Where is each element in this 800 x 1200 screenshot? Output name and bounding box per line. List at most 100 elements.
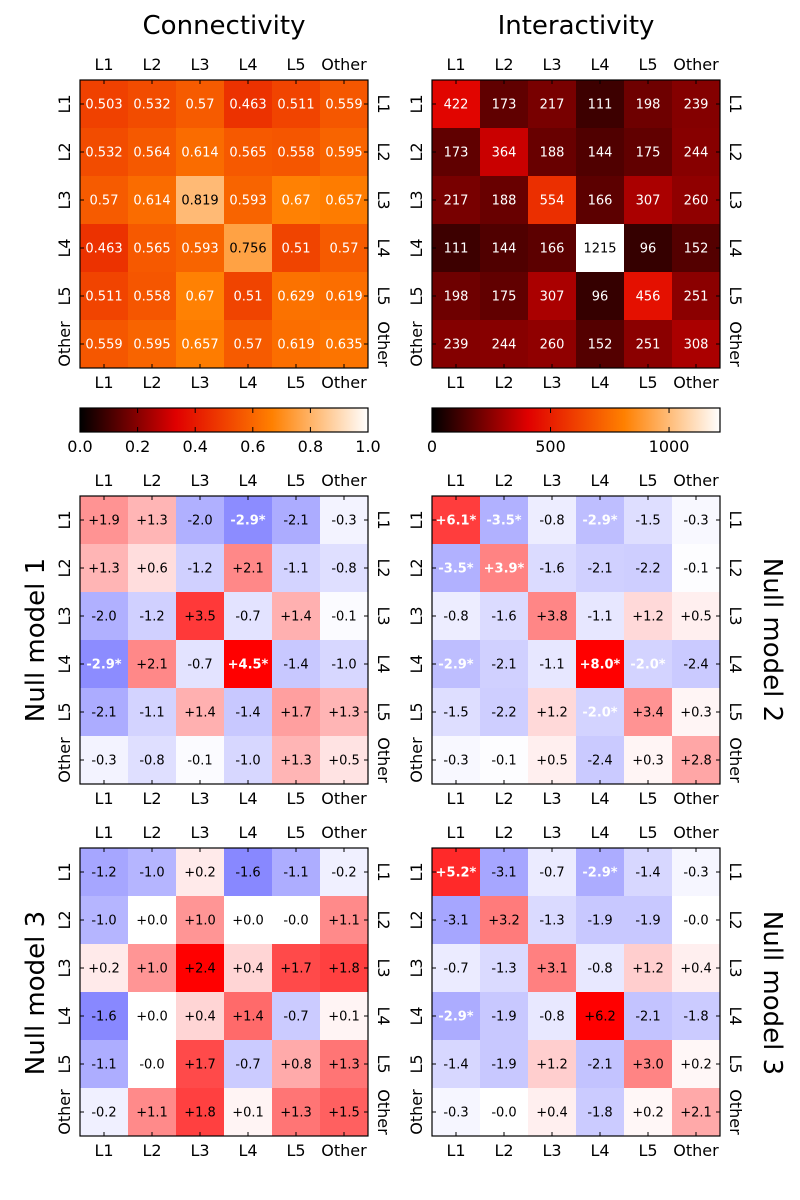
y-tick-label-left: L2 [407,142,426,161]
heatmap-cell-r4-c4 [624,688,673,737]
heatmap-cell-r4-c1 [480,272,529,321]
cell-value-label: 111 [444,242,469,257]
cell-value-label: 0.503 [85,98,122,113]
y-tick-label-right: L2 [374,558,393,577]
cell-value-label: 0.57 [90,194,119,209]
cell-value-label: 0.629 [277,290,314,305]
x-tick-label-bottom: L2 [494,373,513,392]
heatmap-cell-r2-c2 [176,592,225,641]
y-tick-label-right: L3 [374,606,393,625]
cell-value-label: 1215 [583,242,616,257]
heatmap-cell-r3-c5 [320,640,369,689]
cell-value-label: -1.1 [587,610,612,625]
heatmap-cell-r5-c3 [224,736,273,785]
cell-value-label: -2.9* [438,1010,473,1025]
heatmap-cell-r2-c5 [320,176,369,225]
y-tick-label-right: L1 [374,862,393,881]
cell-value-label: 173 [492,98,517,113]
cell-value-label: 217 [444,194,469,209]
y-tick-label-left: L4 [55,654,74,673]
y-tick-label-right: L4 [726,1006,745,1025]
y-tick-label-left: L5 [55,1054,74,1073]
y-tick-label-right: Other [374,1089,393,1135]
y-tick-label-left: L2 [55,558,74,577]
cell-value-label: 0.511 [277,98,314,113]
x-tick-label-top: L1 [446,823,465,842]
cell-value-label: +1.7 [280,706,312,721]
heatmap-cell-r2-c4 [624,944,673,993]
heatmap-cell-r4-c4 [272,688,321,737]
x-tick-label-top: L4 [590,823,609,842]
heatmap-cell-r0-c1 [128,80,177,129]
cell-value-label: 0.595 [133,338,170,353]
cell-value-label: -0.7 [235,610,260,625]
y-tick-label-left: L1 [407,94,426,113]
cell-value-label: +1.3 [280,1106,312,1121]
heatmap-cell-r1-c3 [576,544,625,593]
cell-value-label: 0.565 [133,242,170,257]
colorbar-tick-label: 0.2 [125,437,150,456]
heatmap-cell-r4-c1 [480,1040,529,1089]
cell-value-label: -0.7 [283,1010,308,1025]
x-tick-label-top: L3 [542,471,561,490]
heatmap-cell-r5-c2 [176,320,225,369]
x-tick-label-bottom: L2 [494,1141,513,1160]
heatmap-cell-r1-c2 [176,544,225,593]
cell-value-label: -1.0 [139,866,164,881]
heatmap-cell-r2-c3 [576,944,625,993]
cell-value-label: -0.1 [683,562,708,577]
x-tick-label-top: L2 [142,55,161,74]
cell-value-label: -2.1 [587,562,612,577]
heatmap-null-model-2-interactivity: +6.1* -3.5* -0.8 -2.9* -1.5 -0.3 -3.5* +3.9* -1.… [407,471,745,808]
cell-value-label: +2.8 [680,754,712,769]
heatmap-cell-r5-c0 [432,320,481,369]
cell-value-label: -2.1 [587,1058,612,1073]
cell-value-label: -0.2 [91,1106,116,1121]
heatmap-cell-r2-c4 [272,176,321,225]
heatmap-cell-r2-c1 [480,592,529,641]
heatmap-cell-r5-c4 [624,320,673,369]
y-tick-label-right: Other [726,321,745,367]
cell-value-label: -2.0* [630,658,665,673]
heatmap-cell-r4-c5 [320,272,369,321]
colorbar-tick-label: 0.4 [182,437,207,456]
cell-value-label: -0.8 [331,562,356,577]
cell-value-label: +0.5 [680,610,712,625]
heatmap-cell-r1-c1 [480,128,529,177]
cell-value-label: +0.2 [632,1106,664,1121]
heatmap-cell-r4-c0 [80,272,129,321]
heatmap-cell-r1-c2 [176,128,225,177]
colorbar-tick-label: 0.8 [298,437,323,456]
heatmap-cell-r0-c1 [128,848,177,897]
cell-value-label: -1.5 [635,514,660,529]
heatmap-cell-r4-c5 [672,688,721,737]
heatmap-cell-r3-c1 [480,224,529,273]
heatmap-cell-r5-c2 [528,320,577,369]
cell-value-label: +0.3 [632,754,664,769]
cell-value-label: +3.4 [632,706,664,721]
cell-value-label: +0.4 [536,1106,568,1121]
cell-value-label: +1.3 [328,1058,360,1073]
x-tick-label-top: L1 [94,55,113,74]
x-tick-label-top: L5 [638,823,657,842]
cell-value-label: 0.559 [325,98,362,113]
y-tick-label-right: L3 [374,958,393,977]
cell-value-label: +3.8 [536,610,568,625]
cell-value-label: 260 [540,338,565,353]
y-tick-label-right: L3 [374,190,393,209]
heatmap-cell-r1-c0 [432,896,481,945]
colorbar-tick-label: 1000 [649,437,690,456]
x-tick-label-bottom: L1 [446,789,465,808]
cell-value-label: +1.3 [136,514,168,529]
colorbar-connectivity: 0.0 0.2 0.4 0.6 0.8 1.0 [67,407,381,456]
x-tick-label-bottom: Other [321,789,367,808]
x-tick-label-top: L4 [238,471,257,490]
cell-value-label: 251 [684,290,709,305]
cell-value-label: -2.9* [582,514,617,529]
y-tick-label-right: L1 [726,510,745,529]
cell-value-label: 152 [588,338,613,353]
cell-value-label: +1.2 [632,610,664,625]
cell-value-label: -2.1 [91,706,116,721]
heatmap-cell-r4-c4 [272,1040,321,1089]
